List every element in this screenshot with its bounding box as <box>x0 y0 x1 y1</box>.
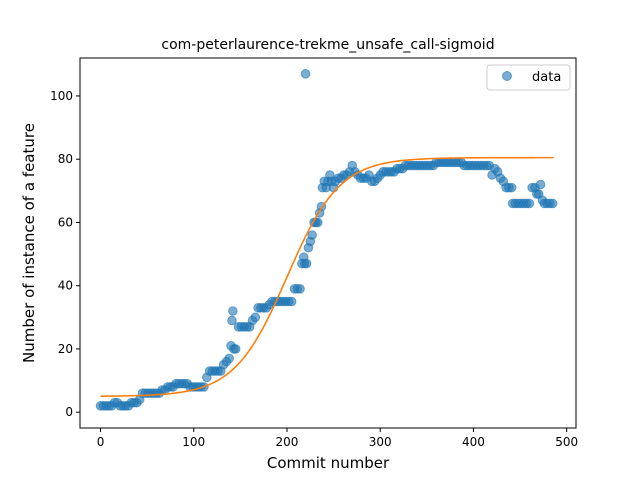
y-tick-label: 80 <box>58 152 73 166</box>
data-point <box>524 198 535 209</box>
data-point <box>224 353 234 364</box>
x-tick-label: 300 <box>369 435 392 449</box>
y-axis-label: Number of instance of a feature <box>20 123 38 363</box>
sigmoid-fit-line <box>100 156 554 397</box>
legend-marker-data <box>502 71 512 81</box>
data-point <box>250 312 261 323</box>
data-point <box>230 344 241 354</box>
y-tick-label: 20 <box>58 342 73 356</box>
y-tick-label: 0 <box>65 405 73 419</box>
data-point <box>286 296 297 307</box>
data-point <box>300 69 311 79</box>
data-point <box>301 258 312 269</box>
x-tick-label: 400 <box>462 435 485 449</box>
y-tick-label: 60 <box>58 215 73 229</box>
data-point <box>295 284 305 294</box>
y-tick-label: 40 <box>58 279 73 293</box>
plot-area <box>95 69 558 411</box>
y-tick-label: 100 <box>50 89 73 103</box>
legend: data <box>486 64 571 91</box>
x-tick-label: 0 <box>97 435 105 449</box>
x-tick-label: 500 <box>555 435 578 449</box>
y-axis-ticks: 0 20 40 60 80 100 <box>50 89 80 419</box>
x-axis-ticks: 0 100 200 300 400 500 <box>97 428 578 449</box>
data-point <box>307 230 317 240</box>
data-point <box>227 315 237 326</box>
data-point <box>535 179 546 190</box>
axes-frame <box>79 57 577 429</box>
data-point <box>228 306 238 316</box>
x-tick-label: 100 <box>182 435 205 449</box>
data-point <box>547 198 558 209</box>
data-point <box>506 182 517 193</box>
x-tick-label: 200 <box>276 435 299 449</box>
legend-label-data: data <box>532 70 561 85</box>
x-axis-label: Commit number <box>267 454 390 472</box>
chart-title: com-peterlaurence-trekme_unsafe_call-sig… <box>161 37 494 53</box>
